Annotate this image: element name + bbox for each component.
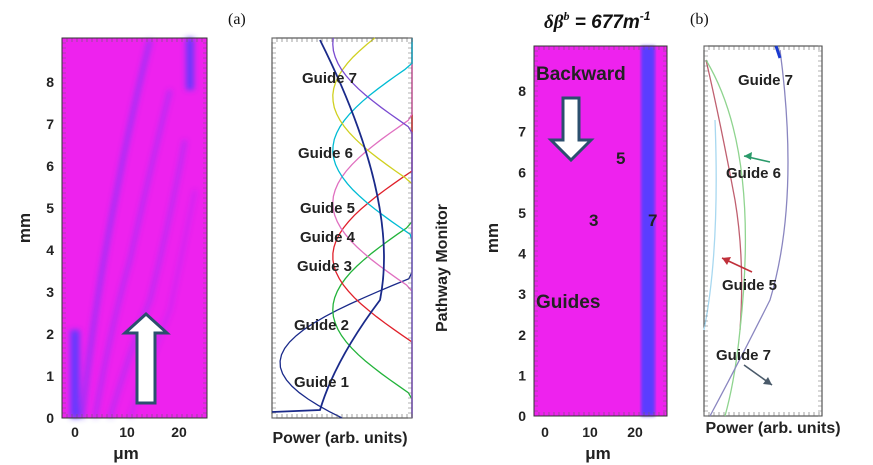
guide-label-a-4: Guide 4 xyxy=(300,229,356,246)
panel-a-power-x-label: Power (arb. units) xyxy=(272,430,407,447)
panel-a-x-tick-10: 10 xyxy=(119,424,135,440)
panel-a-y-tick-0: 0 xyxy=(46,410,54,426)
panel-b-y-tick-6: 6 xyxy=(518,164,526,180)
panel-a-y-tick-4: 4 xyxy=(46,242,54,258)
pointer-arrowhead-red xyxy=(722,257,731,265)
guide-label-b-7-top: Guide 7 xyxy=(738,72,793,89)
power-curve-guide1 xyxy=(271,39,385,413)
panel-a-x-axis-label: μm xyxy=(113,444,139,463)
panel-b-y-tick-8: 8 xyxy=(518,83,526,99)
panel-a-y-tick-3: 3 xyxy=(46,284,54,300)
panel-b-y-axis-label: mm xyxy=(483,223,502,253)
guide-number-5: 5 xyxy=(616,149,625,168)
panel-b-x-tick-0: 0 xyxy=(541,424,549,440)
panel-b-x-tick-10: 10 xyxy=(582,424,598,440)
panel-a-y-tick-2: 2 xyxy=(46,326,54,342)
panel-b-tag: (b) xyxy=(690,11,709,28)
panel-b-y-tick-7: 7 xyxy=(518,124,526,140)
panel-b-y-tick-4: 4 xyxy=(518,246,526,262)
direction-arrow-up xyxy=(121,311,171,405)
direction-arrow-down xyxy=(547,96,595,163)
panel-b-y-tick-2: 2 xyxy=(518,327,526,343)
panel-a-y-tick-8: 8 xyxy=(46,74,54,90)
panel-a-pathway-monitor-label: Pathway Monitor xyxy=(434,204,451,332)
guide-label-a-3: Guide 3 xyxy=(297,258,352,275)
guide-number-7: 7 xyxy=(648,211,657,230)
panel-a-y-tick-1: 1 xyxy=(46,368,54,384)
beam-streak-2 xyxy=(93,89,172,419)
panel-b-power-x-label: Power (arb. units) xyxy=(705,420,840,437)
title-value: = 677m xyxy=(569,12,639,33)
guide-label-a-1: Guide 1 xyxy=(294,374,349,391)
backward-label: Backward xyxy=(536,64,626,85)
power-curve-b-2 xyxy=(709,49,789,417)
panel-b-y-tick-5: 5 xyxy=(518,205,526,221)
power-curve-b-4 xyxy=(774,45,782,59)
guide-label-b-6: Guide 6 xyxy=(726,165,781,182)
panel-a-intensity-map xyxy=(61,37,208,419)
frame-ticks xyxy=(703,45,822,417)
guide-number-3: 3 xyxy=(589,211,598,230)
panel-a-y-tick-7: 7 xyxy=(46,116,54,132)
panel-b-x-tick-20: 20 xyxy=(627,424,643,440)
panel-a-tag: (a) xyxy=(228,11,246,28)
power-curve-b-3 xyxy=(703,119,717,331)
pointer-arrowhead-green xyxy=(744,152,752,160)
guide-label-a-6: Guide 6 xyxy=(298,145,353,162)
panel-b-power-plot xyxy=(703,45,823,417)
panel-a-power-plot xyxy=(271,37,413,419)
frame-ticks xyxy=(271,37,413,419)
title-sup: b xyxy=(563,9,569,23)
guide-label-a-2: Guide 2 xyxy=(294,317,349,334)
panel-b-x-axis-label: μm xyxy=(585,444,611,463)
guide-label-a-5: Guide 5 xyxy=(300,200,355,217)
panel-b-y-tick-3: 3 xyxy=(518,286,526,302)
panel-a-y-tick-6: 6 xyxy=(46,158,54,174)
panel-a-x-tick-20: 20 xyxy=(171,424,187,440)
title-exp: -1 xyxy=(640,9,651,23)
beam-streak-1 xyxy=(79,39,153,419)
guides-label: Guides xyxy=(536,292,600,313)
title-delta-beta: δβ xyxy=(544,12,564,33)
power-curve-b-1 xyxy=(705,59,747,417)
panel-b-y-tick-0: 0 xyxy=(518,408,526,424)
panel-b-y-tick-1: 1 xyxy=(518,367,526,383)
pointer-arrowhead-slate xyxy=(763,377,772,385)
panel-a-y-tick-5: 5 xyxy=(46,200,54,216)
beam-streak-3 xyxy=(108,139,187,419)
panel-b-title: δβb = 677m-1 xyxy=(544,9,651,33)
guide-label-b-5: Guide 5 xyxy=(722,277,777,294)
panel-b-intensity-map xyxy=(533,45,668,417)
panel-a-x-tick-0: 0 xyxy=(71,424,79,440)
guide-label-b-7-bottom: Guide 7 xyxy=(716,347,771,364)
guide-label-a-7: Guide 7 xyxy=(302,70,357,87)
panel-a-y-axis-label: mm xyxy=(15,213,34,243)
power-curve-b-0 xyxy=(705,59,743,331)
